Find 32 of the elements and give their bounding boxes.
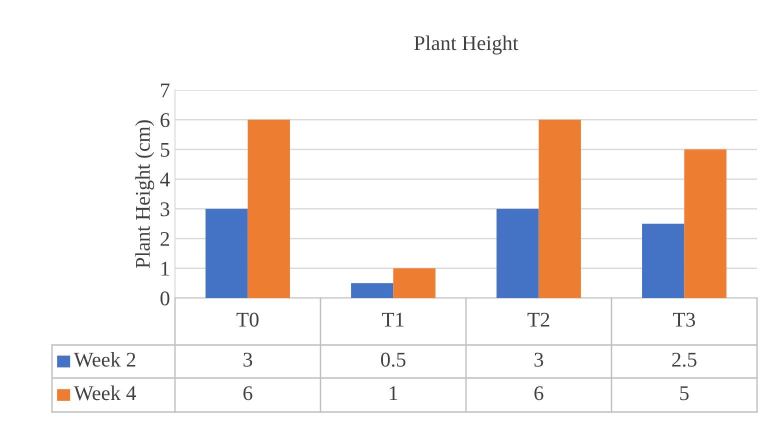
legend-label: Week 2 (74, 352, 136, 367)
y-tick-label: 3 (160, 202, 170, 216)
y-tick-label: 7 (161, 84, 170, 98)
y-tick-label: 0 (160, 291, 170, 306)
data-label: 2.5 (672, 352, 696, 367)
bar (642, 224, 684, 298)
x-tick-label: T1 (382, 312, 404, 327)
bar (393, 268, 436, 298)
data-label: 3 (244, 352, 252, 367)
data-label: 5 (680, 386, 689, 400)
data-label: 0.5 (381, 352, 406, 367)
data-label: 6 (243, 386, 252, 400)
data-label: 1 (390, 386, 398, 400)
legend-label: Week 4 (74, 386, 136, 400)
bar (248, 120, 290, 298)
y-tick-label: 2 (160, 232, 169, 246)
y-tick-label: 1 (162, 262, 169, 276)
bar (496, 208, 539, 298)
x-tick-label: T0 (236, 312, 259, 327)
data-label: 6 (534, 386, 544, 400)
bar (351, 283, 394, 298)
y-tick-label: 4 (160, 172, 170, 186)
chart-title: Plant Height (414, 36, 518, 54)
y-axis-title: Plant Height (cm) (135, 120, 154, 268)
data-label: 3 (534, 352, 544, 367)
bar (684, 149, 726, 298)
y-tick-label: 6 (160, 113, 170, 128)
bar (206, 208, 248, 298)
x-tick-label: T3 (673, 312, 696, 327)
y-tick-label: 5 (160, 143, 170, 157)
x-tick-label: T2 (528, 312, 550, 327)
bar (538, 120, 581, 298)
